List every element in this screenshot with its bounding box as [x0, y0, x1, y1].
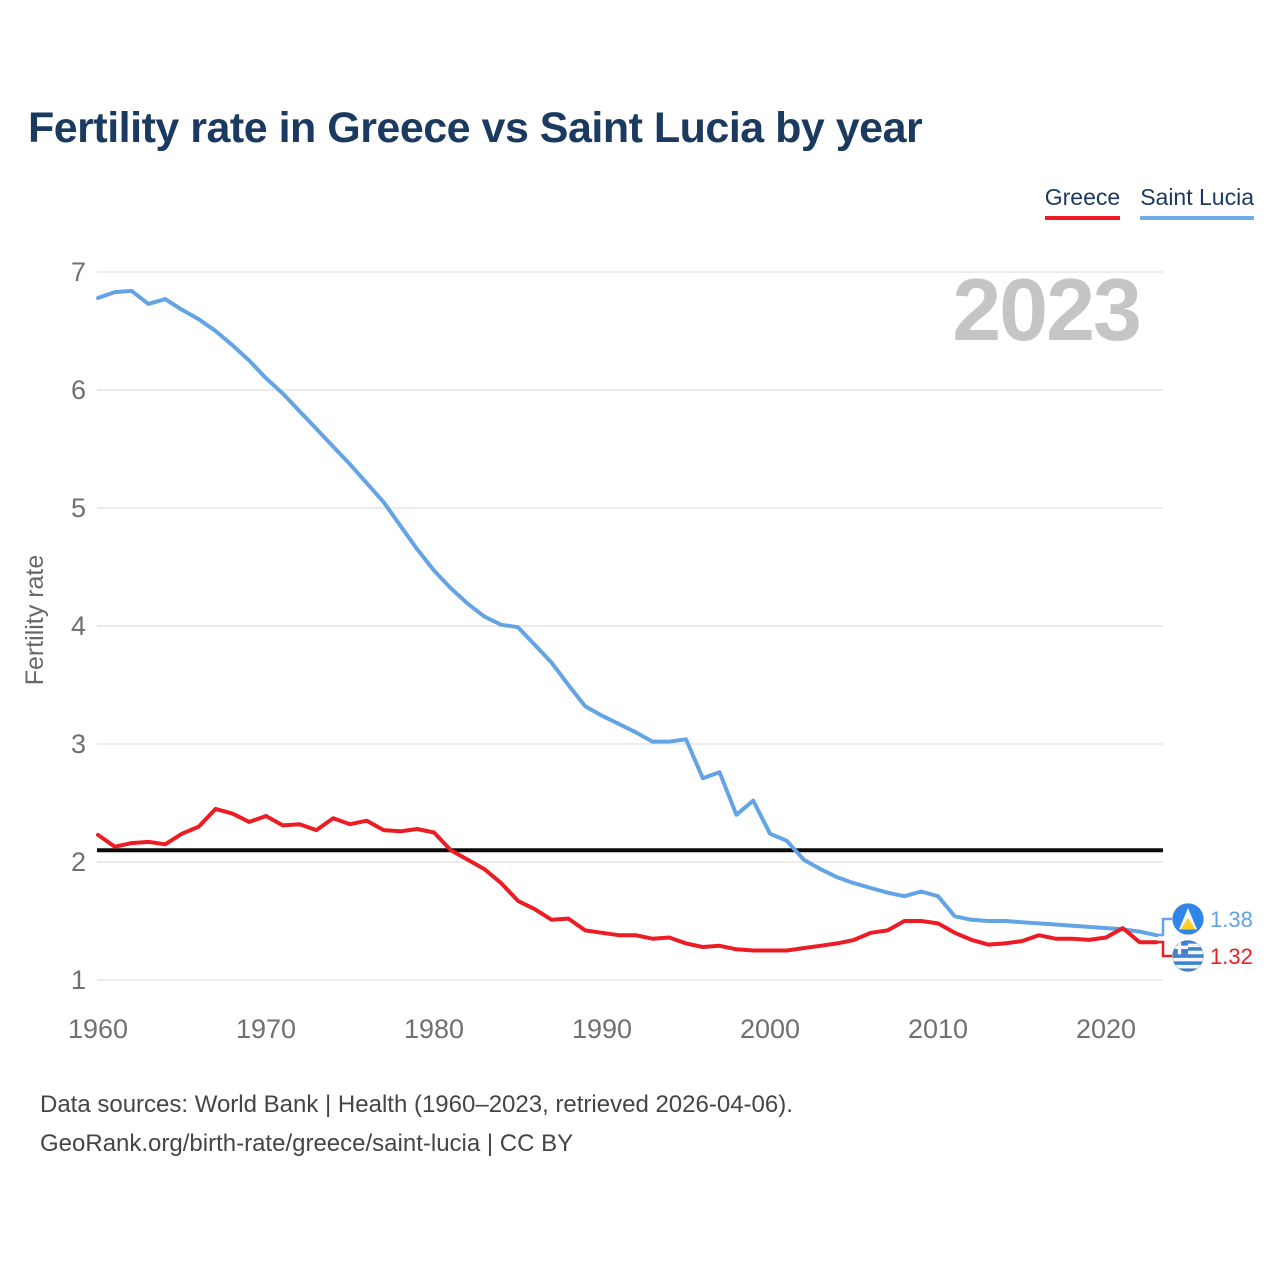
footer-attribution: GeoRank.org/birth-rate/greece/saint-luci… [40, 1130, 574, 1157]
y-tick-6: 6 [71, 375, 86, 405]
saint-lucia-flag-icon [1172, 903, 1204, 935]
y-tick-1: 1 [71, 965, 86, 995]
gridlines [97, 271, 1163, 981]
year-watermark: 2023 [952, 260, 1142, 359]
x-tick-1980: 1980 [404, 1014, 464, 1044]
page-title: Fertility rate in Greece vs Saint Lucia … [28, 104, 923, 152]
footer-data-sources: Data sources: World Bank | Health (1960–… [40, 1091, 793, 1118]
legend: Greece Saint Lucia [1044, 184, 1254, 220]
x-tick-1970: 1970 [236, 1014, 296, 1044]
series-lines [96, 288, 1159, 953]
y-tick-4: 4 [71, 611, 86, 641]
footer: Data sources: World Bank | Health (1960–… [40, 1085, 793, 1163]
greece-endpoint-connector [1156, 940, 1172, 958]
saint-lucia-end-value: 1.38 [1210, 907, 1253, 932]
greece-flag-icon [1172, 940, 1204, 972]
x-tick-1990: 1990 [572, 1014, 632, 1044]
x-tick-2020: 2020 [1076, 1014, 1136, 1044]
saint-lucia-endpoint-connector [1156, 917, 1172, 937]
series-line-greece [96, 806, 1159, 953]
x-tick-2010: 2010 [908, 1014, 968, 1044]
series-line-saint-lucia [96, 288, 1159, 938]
y-tick-2: 2 [71, 847, 86, 877]
legend-item-saint-lucia[interactable]: Saint Lucia [1140, 184, 1254, 220]
y-axis-title: Fertility rate [21, 555, 49, 686]
greece-end-value: 1.32 [1210, 944, 1253, 969]
y-tick-5: 5 [71, 493, 86, 523]
legend-item-greece[interactable]: Greece [1044, 184, 1121, 220]
x-tick-2000: 2000 [740, 1014, 800, 1044]
x-axis-ticks: 1960 1970 1980 1990 2000 2010 2020 [68, 1014, 1136, 1044]
y-tick-7: 7 [71, 257, 86, 287]
x-tick-1960: 1960 [68, 1014, 128, 1044]
y-axis-ticks: 1 2 3 4 5 6 7 [71, 257, 86, 995]
y-tick-3: 3 [71, 729, 86, 759]
